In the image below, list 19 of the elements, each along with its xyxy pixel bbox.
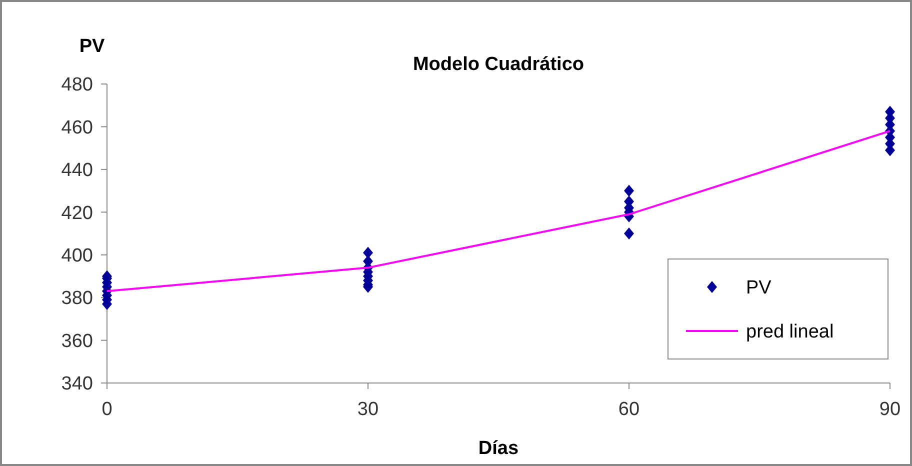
legend-label: pred lineal xyxy=(746,322,834,343)
point xyxy=(624,228,634,240)
y-tick-label: 340 xyxy=(61,374,93,395)
y-tick-label: 400 xyxy=(61,246,93,267)
x-tick-label: 30 xyxy=(357,399,379,420)
y-tick-label: 420 xyxy=(61,202,93,224)
y-tick-label: 360 xyxy=(61,330,93,352)
x-tick-label: 0 xyxy=(102,399,112,420)
chart-title: Modelo Cuadrático xyxy=(412,54,584,75)
y-tick-label: 440 xyxy=(61,160,93,182)
y-tick-label: 480 xyxy=(61,74,93,96)
y-axis-title: PV xyxy=(79,36,105,57)
x-tick-label: 60 xyxy=(618,399,640,420)
y-tick-label: 380 xyxy=(61,288,93,310)
y-tick-label: 460 xyxy=(61,117,93,138)
x-axis-title: Días xyxy=(478,438,519,459)
x-tick-label: 90 xyxy=(879,399,901,420)
point xyxy=(624,184,634,197)
legend-label: PV xyxy=(746,278,772,299)
